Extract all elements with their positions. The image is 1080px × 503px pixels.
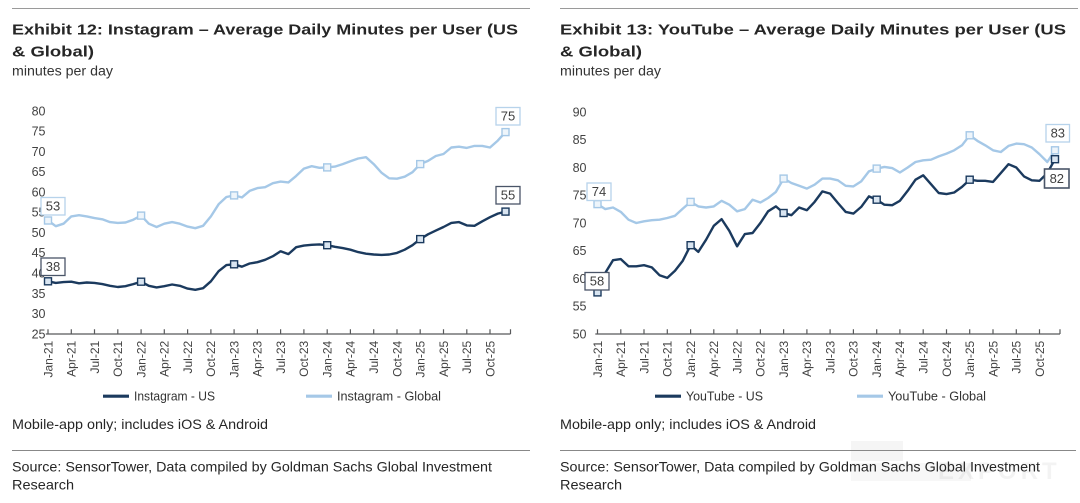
svg-text:& Global): & Global) bbox=[12, 44, 94, 60]
svg-text:85: 85 bbox=[573, 133, 587, 147]
svg-text:70: 70 bbox=[573, 216, 587, 230]
svg-text:minutes per day: minutes per day bbox=[560, 64, 662, 80]
svg-text:Jan-25: Jan-25 bbox=[963, 340, 977, 377]
svg-text:Apr-25: Apr-25 bbox=[986, 340, 1000, 376]
svg-text:Jan-23: Jan-23 bbox=[227, 340, 241, 377]
svg-text:35: 35 bbox=[32, 287, 46, 301]
svg-text:55: 55 bbox=[501, 188, 515, 203]
svg-text:Source: SensorTower, Data comp: Source: SensorTower, Data compiled by Go… bbox=[560, 459, 1040, 475]
svg-text:Apr-24: Apr-24 bbox=[344, 340, 358, 376]
svg-text:50: 50 bbox=[32, 226, 46, 240]
svg-text:75: 75 bbox=[573, 189, 587, 203]
svg-text:65: 65 bbox=[32, 165, 46, 179]
svg-text:80: 80 bbox=[32, 104, 46, 118]
svg-text:Jul-21: Jul-21 bbox=[88, 340, 102, 373]
svg-text:Jan-25: Jan-25 bbox=[414, 340, 428, 377]
svg-text:YouTube - Global: YouTube - Global bbox=[888, 388, 986, 403]
svg-text:Research: Research bbox=[560, 477, 622, 493]
svg-text:Jan-22: Jan-22 bbox=[684, 340, 698, 377]
svg-text:EXPORT: EXPORT bbox=[938, 458, 1061, 485]
svg-text:Apr-22: Apr-22 bbox=[158, 340, 172, 376]
svg-text:83: 83 bbox=[1051, 126, 1065, 141]
svg-text:Source: SensorTower, Data comp: Source: SensorTower, Data compiled by Go… bbox=[12, 459, 492, 475]
svg-text:Oct-21: Oct-21 bbox=[661, 340, 675, 376]
svg-text:75: 75 bbox=[32, 125, 46, 139]
svg-text:75: 75 bbox=[501, 109, 515, 124]
svg-text:45: 45 bbox=[32, 246, 46, 260]
svg-text:Jul-21: Jul-21 bbox=[637, 340, 651, 373]
svg-text:Jan-24: Jan-24 bbox=[321, 340, 335, 377]
svg-text:Jul-22: Jul-22 bbox=[181, 340, 195, 373]
svg-text:Jan-24: Jan-24 bbox=[870, 340, 884, 377]
svg-text:38: 38 bbox=[46, 259, 60, 274]
svg-text:Apr-23: Apr-23 bbox=[251, 340, 265, 376]
svg-text:Apr-21: Apr-21 bbox=[65, 340, 79, 376]
svg-text:& Global): & Global) bbox=[560, 44, 642, 60]
svg-text:Jul-23: Jul-23 bbox=[823, 340, 837, 373]
svg-text:Research: Research bbox=[12, 477, 74, 493]
svg-text:55: 55 bbox=[573, 300, 587, 314]
svg-text:Jul-23: Jul-23 bbox=[274, 340, 288, 373]
svg-text:Instagram - US: Instagram - US bbox=[134, 388, 215, 403]
svg-text:YouTube - US: YouTube - US bbox=[686, 388, 763, 403]
svg-text:Jul-22: Jul-22 bbox=[730, 340, 744, 373]
svg-text:25: 25 bbox=[32, 327, 46, 341]
svg-text:Oct-22: Oct-22 bbox=[754, 340, 768, 376]
svg-text:minutes per day: minutes per day bbox=[12, 64, 114, 80]
svg-text:Mobile-app only; includes iOS: Mobile-app only; includes iOS & Android bbox=[560, 416, 816, 432]
svg-text:Apr-25: Apr-25 bbox=[437, 340, 451, 376]
svg-text:Oct-22: Oct-22 bbox=[204, 340, 218, 376]
svg-text:Oct-23: Oct-23 bbox=[297, 340, 311, 376]
svg-text:Jan-22: Jan-22 bbox=[134, 340, 148, 377]
svg-text:Jan-23: Jan-23 bbox=[777, 340, 791, 377]
svg-text:Oct-25: Oct-25 bbox=[483, 340, 497, 376]
svg-text:Apr-21: Apr-21 bbox=[614, 340, 628, 376]
svg-text:Jan-21: Jan-21 bbox=[591, 340, 605, 377]
svg-text:Exhibit 13: YouTube – Average: Exhibit 13: YouTube – Average Daily Minu… bbox=[560, 23, 1066, 39]
svg-text:Oct-24: Oct-24 bbox=[390, 340, 404, 376]
svg-text:70: 70 bbox=[32, 145, 46, 159]
svg-text:Jul-25: Jul-25 bbox=[1010, 340, 1024, 373]
svg-text:65: 65 bbox=[573, 244, 587, 258]
svg-text:Instagram - Global: Instagram - Global bbox=[337, 388, 441, 403]
svg-text:Oct-24: Oct-24 bbox=[940, 340, 954, 376]
svg-text:Exhibit 12: Instagram – Averag: Exhibit 12: Instagram – Average Daily Mi… bbox=[12, 23, 518, 39]
svg-text:Oct-25: Oct-25 bbox=[1033, 340, 1047, 376]
svg-text:Oct-21: Oct-21 bbox=[111, 340, 125, 376]
svg-text:30: 30 bbox=[32, 307, 46, 321]
svg-text:Jan-21: Jan-21 bbox=[41, 340, 55, 377]
svg-text:80: 80 bbox=[573, 161, 587, 175]
svg-text:74: 74 bbox=[592, 184, 606, 199]
svg-text:Apr-24: Apr-24 bbox=[893, 340, 907, 376]
svg-text:Apr-22: Apr-22 bbox=[707, 340, 721, 376]
svg-text:Jul-24: Jul-24 bbox=[367, 340, 381, 373]
svg-text:Mobile-app only; includes iOS: Mobile-app only; includes iOS & Android bbox=[12, 416, 268, 432]
svg-text:50: 50 bbox=[573, 327, 587, 341]
svg-text:60: 60 bbox=[32, 185, 46, 199]
svg-text:Jul-25: Jul-25 bbox=[460, 340, 474, 373]
svg-text:Oct-23: Oct-23 bbox=[847, 340, 861, 376]
svg-text:60: 60 bbox=[573, 272, 587, 286]
svg-text:82: 82 bbox=[1050, 171, 1064, 186]
svg-text:Jul-24: Jul-24 bbox=[917, 340, 931, 373]
svg-text:53: 53 bbox=[46, 199, 60, 214]
svg-text:90: 90 bbox=[573, 105, 587, 119]
svg-text:58: 58 bbox=[590, 274, 604, 289]
svg-text:Apr-23: Apr-23 bbox=[800, 340, 814, 376]
